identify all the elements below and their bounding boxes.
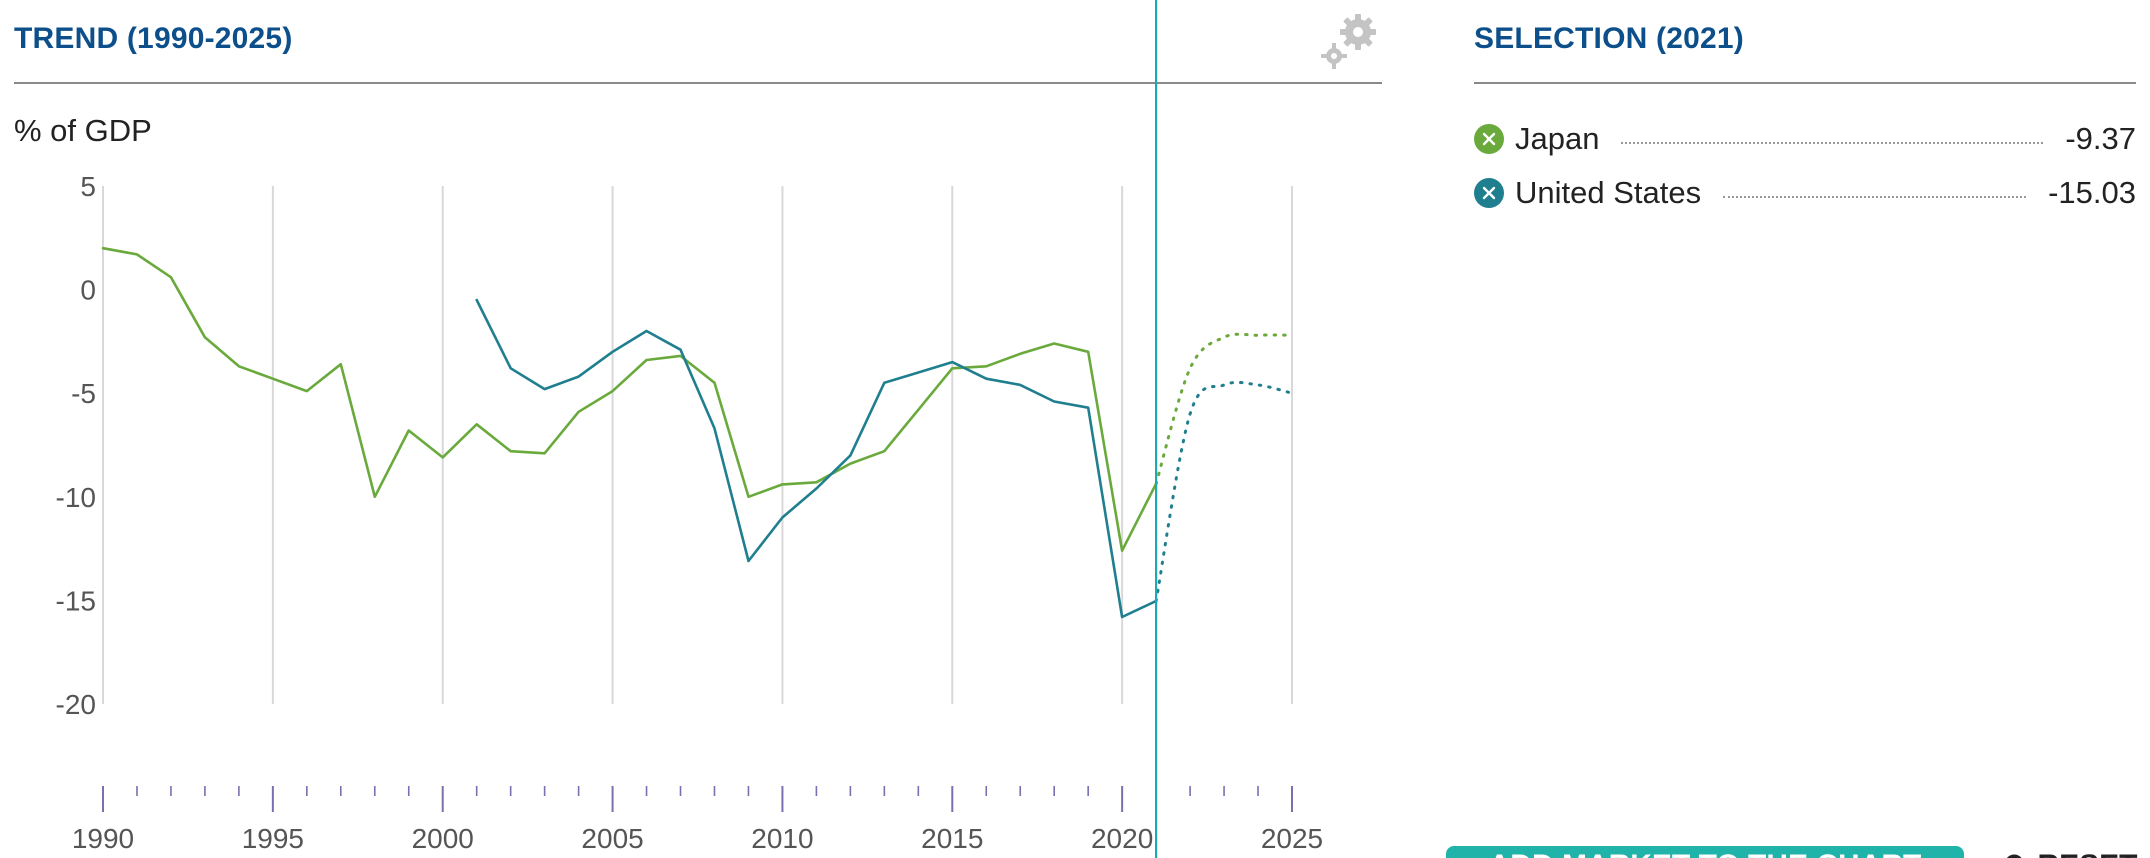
series-line-japan	[101, 246, 1158, 553]
series-projection-united-states	[1154, 380, 1294, 603]
x-tick-label: 2015	[921, 823, 983, 854]
close-circle-icon[interactable]	[1474, 178, 1504, 208]
x-tick-label: 1990	[72, 823, 134, 854]
x-tick-label: 1995	[242, 823, 304, 854]
y-tick-label: -15	[56, 585, 96, 616]
y-tick-label: -10	[56, 482, 96, 513]
reset-icon: ⟳	[2004, 849, 2029, 858]
reset-button[interactable]: ⟳ RESET	[2004, 846, 2138, 858]
selection-divider	[1474, 82, 2136, 84]
x-tick-label: 2010	[751, 823, 813, 854]
y-tick-label: 0	[80, 275, 96, 306]
x-tick-label: 2005	[581, 823, 643, 854]
add-market-button[interactable]: ADD MARKET TO THE CHART	[1446, 846, 1964, 858]
selection-name: United States	[1515, 175, 1702, 210]
y-tick-label: -20	[56, 689, 96, 720]
selection-item-united-states: United States -15.03	[1474, 166, 2136, 220]
y-tick-label: -5	[71, 378, 96, 409]
leader-dots	[1621, 142, 2044, 144]
y-unit-label: % of GDP	[14, 113, 152, 148]
leader-dots	[1723, 196, 2027, 198]
selection-value: -9.37	[2065, 121, 2136, 156]
reset-label: RESET	[2037, 849, 2137, 858]
x-tick-label: 2020	[1091, 823, 1153, 854]
x-tick-label: 2025	[1261, 823, 1323, 854]
series-line-united-states	[475, 298, 1158, 619]
selection-title: SELECTION (2021)	[1474, 22, 1744, 55]
selection-list: Japan -9.37 United States -15.03	[1474, 112, 2136, 220]
series-projection-japan	[1154, 332, 1294, 486]
trend-chart[interactable]: 5 0 -5 -10 -15 -20 1990 1995 2000 2005 2010 2015 202…	[0, 0, 1420, 858]
selection-item-japan: Japan -9.37	[1474, 112, 2136, 166]
close-circle-icon[interactable]	[1474, 124, 1504, 154]
x-tick-label: 2000	[412, 823, 474, 854]
selection-name: Japan	[1515, 121, 1600, 156]
gears-icon[interactable]	[1320, 10, 1382, 72]
y-tick-label: 5	[80, 171, 96, 202]
trend-divider	[14, 82, 1382, 84]
trend-title: TREND (1990-2025)	[14, 22, 293, 55]
selection-value: -15.03	[2048, 175, 2136, 210]
